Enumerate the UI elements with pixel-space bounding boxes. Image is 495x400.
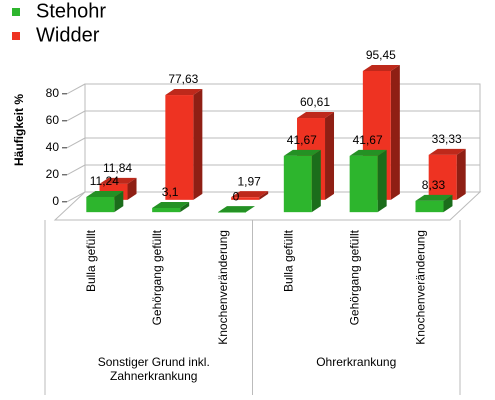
value-label: 0 — [233, 189, 240, 203]
group-label: Ohrerkrankung — [316, 355, 397, 369]
bar-front — [217, 212, 246, 213]
bar — [86, 190, 124, 213]
legend-label: Widder — [36, 24, 100, 46]
x-tick-label: Bulla gefüllt — [282, 229, 296, 292]
x-tick-label: Bulla gefüllt — [84, 229, 98, 292]
bar-top — [362, 64, 400, 71]
bar-front — [415, 200, 444, 213]
bar-side — [114, 190, 124, 213]
bar-side — [325, 112, 335, 200]
bar-side — [377, 149, 387, 213]
grid-line-side — [66, 83, 86, 95]
value-label: 41,67 — [287, 133, 317, 147]
bar-side — [311, 149, 321, 213]
bar-top — [231, 191, 269, 198]
bar-side — [127, 177, 137, 200]
bar-front — [283, 155, 312, 213]
y-tick-label: 0 — [52, 194, 59, 208]
bar — [231, 191, 269, 200]
bar-top — [99, 177, 137, 184]
y-tick-label: 20 — [46, 167, 60, 181]
bar-top — [349, 149, 387, 156]
y-tick-label: 80 — [46, 86, 60, 100]
bar-front — [86, 196, 115, 213]
bar-side — [180, 201, 190, 213]
y-axis-label: Häufigkeit % — [12, 94, 26, 166]
bar-top — [428, 148, 466, 155]
value-label: 3,1 — [162, 185, 179, 199]
bar-top — [165, 89, 203, 96]
value-label: 77,63 — [168, 72, 198, 86]
legend-swatch — [12, 32, 20, 40]
x-tick-label: Knochenveränderung — [413, 230, 427, 345]
bar — [415, 194, 453, 213]
value-label: 60,61 — [300, 95, 330, 109]
value-label: 1,97 — [238, 174, 262, 188]
x-tick-label: Knochenveränderung — [216, 230, 230, 345]
bar-top — [283, 149, 321, 156]
bar-side — [443, 194, 453, 213]
bar-side — [193, 89, 203, 200]
bar-side — [259, 191, 269, 200]
value-label: 11,24 — [90, 174, 119, 188]
value-label: 33,33 — [432, 132, 462, 146]
bar — [283, 149, 321, 213]
bar-side — [456, 148, 466, 200]
bar — [217, 206, 255, 213]
bar-side — [390, 64, 400, 200]
bar-top — [86, 190, 124, 197]
grid-line-side — [66, 164, 86, 176]
legend-swatch — [12, 8, 20, 16]
bar-front — [152, 207, 181, 213]
value-label: 95,45 — [366, 48, 396, 62]
value-label: 41,67 — [353, 133, 383, 147]
y-tick-label: 40 — [46, 140, 60, 154]
grid-line-side — [66, 137, 86, 149]
bar-front — [349, 155, 378, 213]
bar — [349, 149, 387, 213]
grid-line-side — [66, 191, 86, 203]
legend-label: Stehohr — [36, 0, 106, 22]
grid-line-side — [66, 110, 86, 122]
bar — [152, 201, 190, 213]
bar-top — [297, 112, 335, 119]
y-tick-label: 60 — [46, 113, 60, 127]
bar-top — [217, 206, 255, 213]
bar-top — [415, 194, 453, 201]
bar-front — [165, 95, 194, 200]
group-label: Sonstiger Grund inkl. Zahnerkrankung — [97, 355, 210, 383]
x-tick-label: Gehörgang gefüllt — [347, 229, 361, 325]
bar-front — [428, 154, 457, 200]
bar-top — [152, 201, 190, 208]
value-label: 8,33 — [422, 178, 446, 192]
bar — [428, 148, 466, 200]
bar — [165, 89, 203, 200]
value-label: 11,84 — [103, 161, 132, 175]
bar-front — [231, 197, 260, 200]
x-tick-label: Gehörgang gefüllt — [150, 229, 164, 325]
